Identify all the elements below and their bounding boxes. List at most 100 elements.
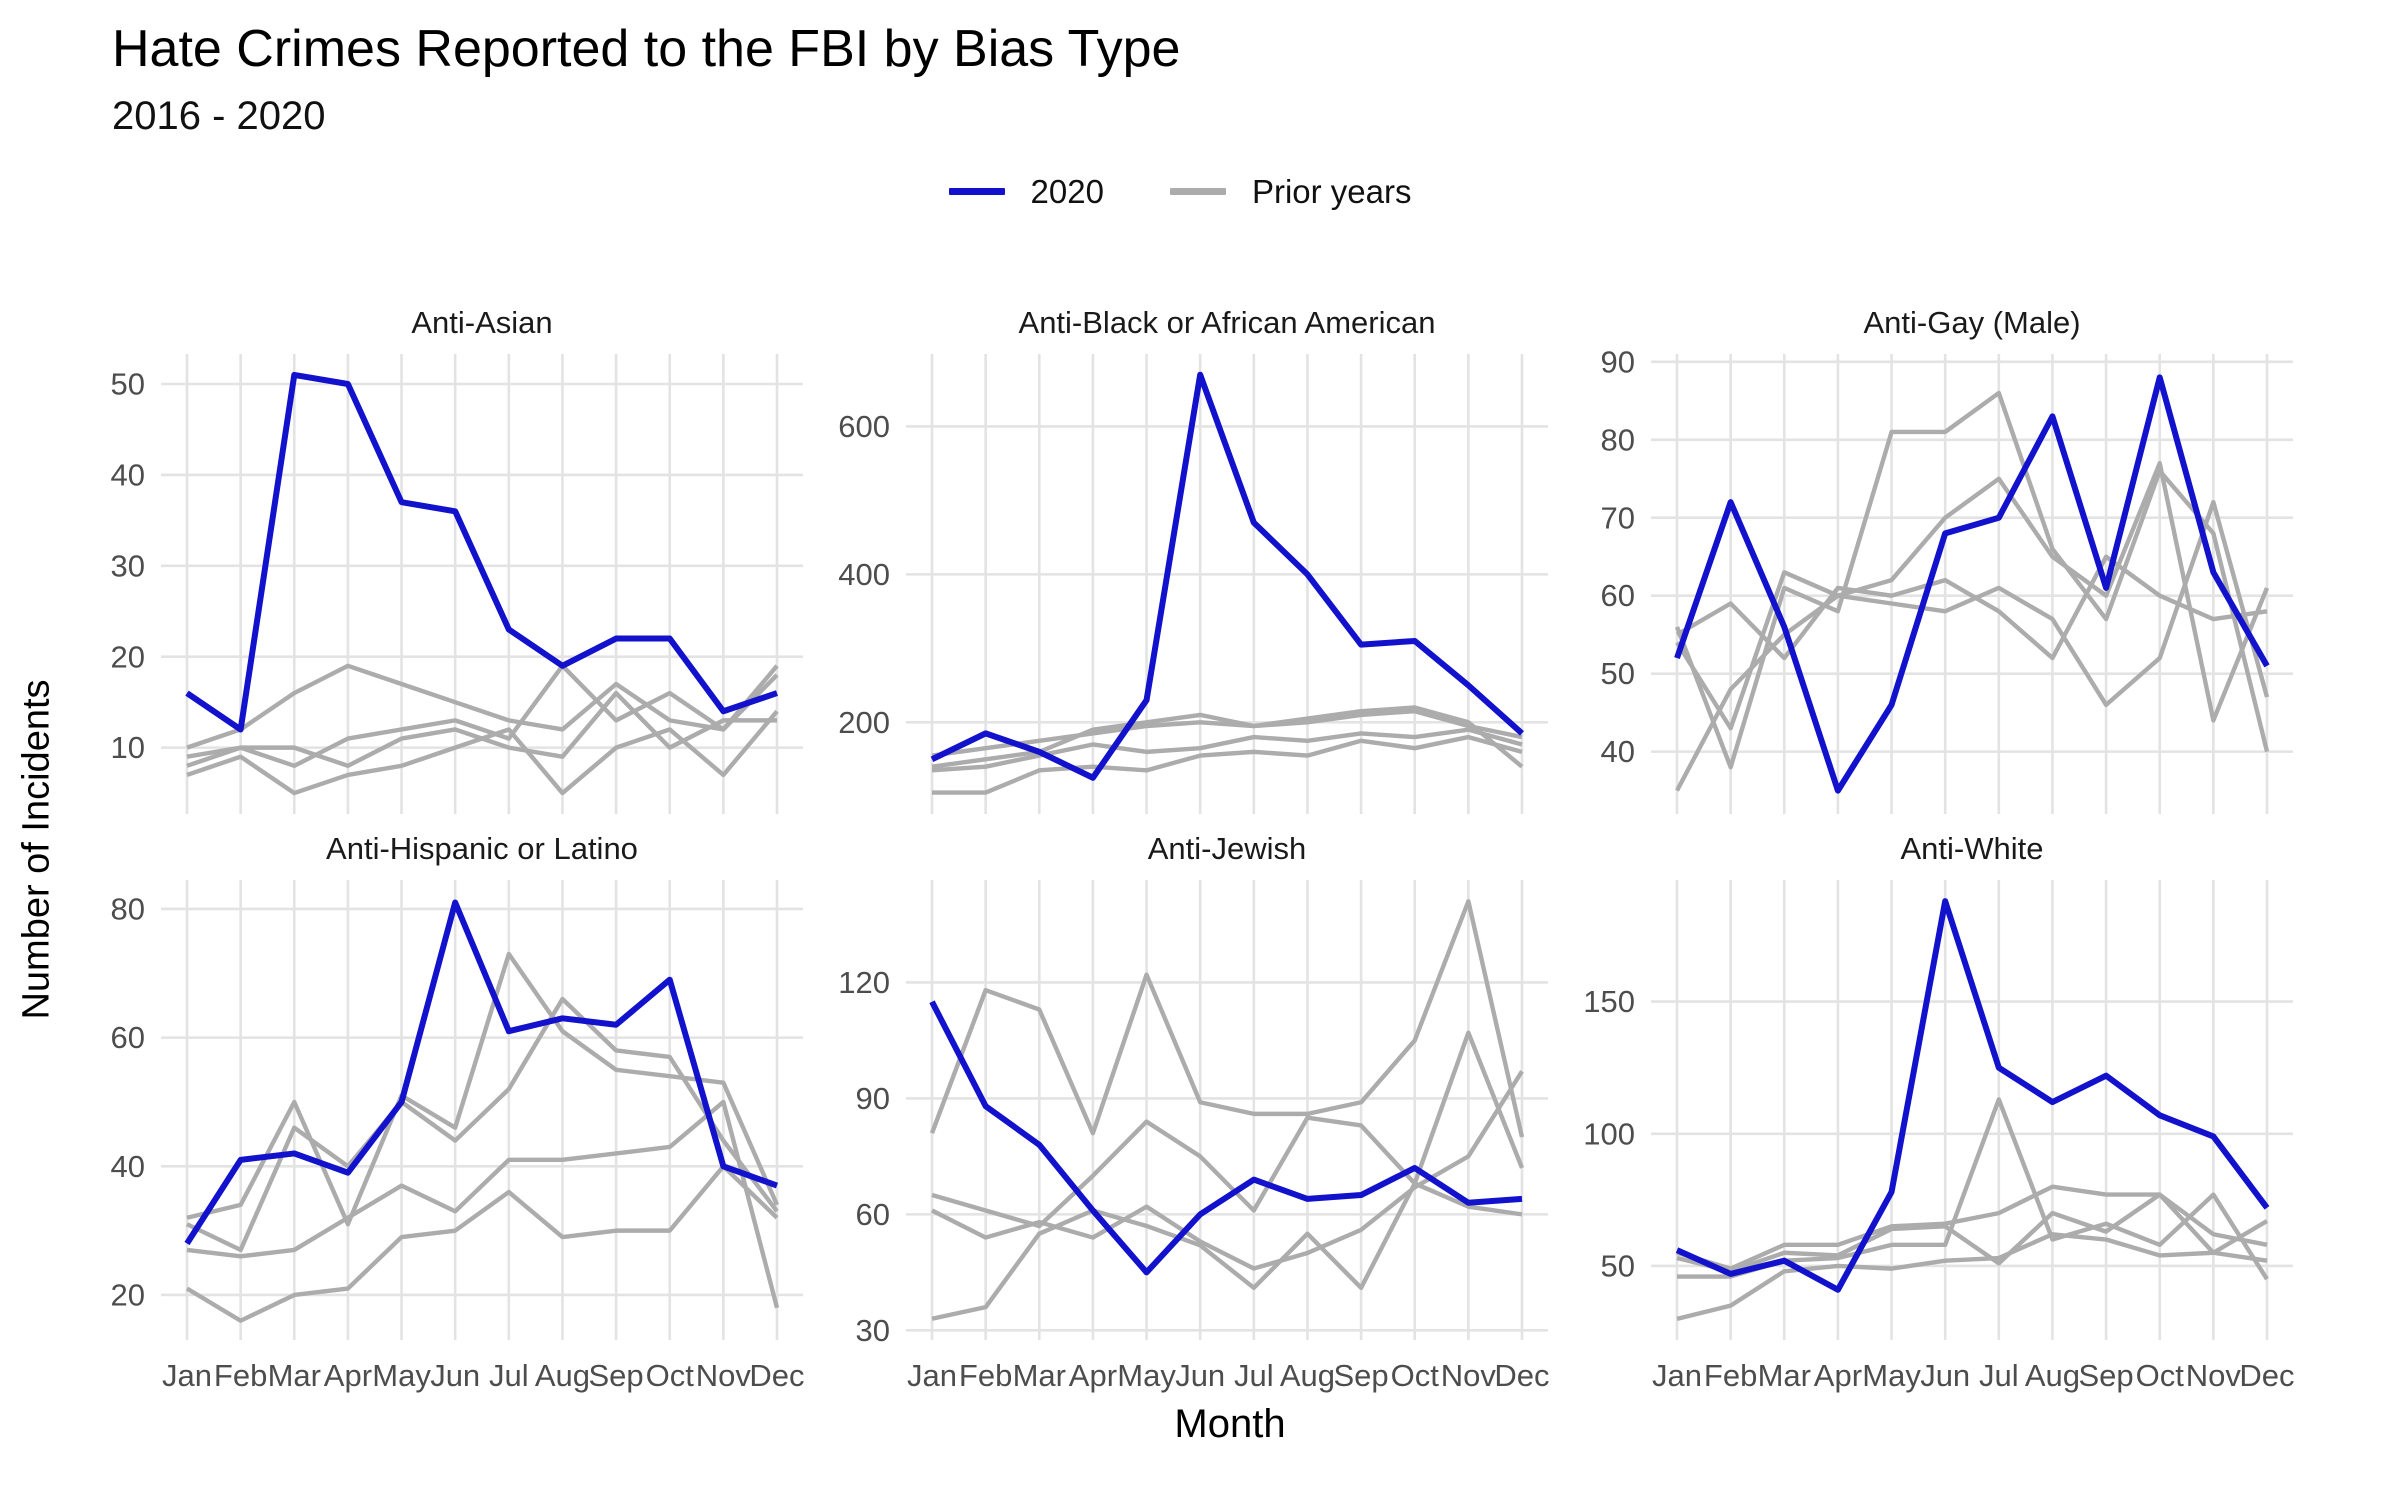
y-tick-label: 60 bbox=[111, 1020, 145, 1055]
y-tick-label: 90 bbox=[1601, 344, 1635, 379]
x-tick-label: Aug bbox=[1280, 1358, 1335, 1393]
series-prior-years-line bbox=[932, 734, 1523, 795]
y-tick-label: 40 bbox=[111, 1149, 145, 1184]
series-2020-line bbox=[1675, 897, 2270, 1293]
y-tick-label: 20 bbox=[111, 639, 145, 674]
x-tick-label: Feb bbox=[959, 1358, 1012, 1393]
y-tick-label: 40 bbox=[111, 457, 145, 492]
y-tick-label: 100 bbox=[1583, 1116, 1635, 1151]
x-tick-label: Jan bbox=[162, 1358, 212, 1393]
x-tick-label: Sep bbox=[1334, 1358, 1389, 1393]
x-tick-label: Jul bbox=[489, 1358, 529, 1393]
facet-anti-jewish: Anti-Jewish 30 60 90 120 Jan Feb Mar Apr May Jun Ju… bbox=[838, 831, 1549, 1393]
y-tick-label: 40 bbox=[1601, 734, 1635, 769]
x-tick-label: Jul bbox=[1234, 1358, 1274, 1393]
series-2020-line bbox=[930, 371, 1525, 781]
legend-label-prior-years: Prior years bbox=[1251, 172, 1412, 210]
series-2020-line bbox=[929, 1000, 1523, 1276]
series-2020-line bbox=[1674, 374, 2270, 794]
y-tick-label: 200 bbox=[838, 705, 890, 740]
x-tick-label: Feb bbox=[214, 1358, 267, 1393]
x-tick-label: Jun bbox=[1175, 1358, 1225, 1393]
panel-gridlines bbox=[161, 353, 803, 814]
facet-strip-title: Anti-Black or African American bbox=[1019, 305, 1436, 340]
facet-anti-white: Anti-White 50 100 150 Jan Feb Mar Apr May Jun Jul A… bbox=[1583, 831, 2294, 1393]
y-axis-title-text: Number of Incidents bbox=[15, 679, 58, 1020]
series-prior-years-line bbox=[186, 663, 779, 768]
legend-line-swatch-prior-years bbox=[1169, 188, 1226, 196]
x-tick-label: Sep bbox=[589, 1358, 644, 1393]
x-axis-title: Month bbox=[1174, 1401, 1286, 1446]
x-tick-label: Jun bbox=[430, 1358, 480, 1393]
series-2020-line bbox=[185, 371, 778, 733]
x-tick-label: Dec bbox=[2239, 1358, 2294, 1393]
y-tick-label: 30 bbox=[111, 548, 145, 583]
y-tick-label: 150 bbox=[1583, 984, 1635, 1019]
x-tick-label: Jun bbox=[1920, 1358, 1970, 1393]
series-prior-years-line bbox=[186, 951, 780, 1227]
series-prior-years-line bbox=[1674, 390, 2270, 770]
panel-gridlines bbox=[906, 879, 1548, 1340]
x-tick-label: May bbox=[372, 1358, 431, 1393]
x-tick-label: Jan bbox=[1652, 1358, 1702, 1393]
y-tick-label: 120 bbox=[838, 965, 890, 1000]
facet-grid: Anti-Asian 10 20 30 40 50 Anti-Black or Afric… bbox=[66, 299, 2301, 1400]
y-tick-label: 60 bbox=[856, 1197, 890, 1232]
y-tick-label: 90 bbox=[856, 1081, 890, 1116]
facet-strip-title: Anti-Jewish bbox=[1148, 831, 1307, 866]
panel-gridlines bbox=[161, 879, 803, 1340]
x-tick-label: Nov bbox=[1441, 1358, 1497, 1393]
series-prior-years-line bbox=[931, 708, 1523, 758]
x-tick-label: Aug bbox=[2025, 1358, 2080, 1393]
series-prior-years-line bbox=[931, 1069, 1524, 1271]
facet-anti-black-or-african-american: Anti-Black or African American 200 400 600 bbox=[838, 305, 1548, 814]
chart-title: Hate Crimes Reported to the FBI by Bias … bbox=[112, 20, 1181, 78]
legend-label-2020: 2020 bbox=[1030, 172, 1104, 210]
facet-anti-gay-male: Anti-Gay (Male) 40 50 60 70 80 90 bbox=[1601, 305, 2293, 814]
series-prior-years-line bbox=[931, 727, 1523, 773]
series-prior-years-line bbox=[186, 1099, 780, 1309]
x-tick-label: Jul bbox=[1979, 1358, 2019, 1393]
facet-strip-title: Anti-Gay (Male) bbox=[1863, 305, 2080, 340]
series-prior-years-line bbox=[931, 1181, 1523, 1321]
x-tick-label: Nov bbox=[2186, 1358, 2242, 1393]
x-tick-label: May bbox=[1862, 1358, 1921, 1393]
series-prior-years-line bbox=[1675, 499, 2270, 731]
x-tick-label: Apr bbox=[324, 1358, 372, 1393]
y-tick-label: 10 bbox=[111, 730, 145, 765]
facet-strip-title: Anti-Hispanic or Latino bbox=[326, 831, 638, 866]
x-tick-label: Apr bbox=[1814, 1358, 1862, 1393]
chart-header: Hate Crimes Reported to the FBI by Bias … bbox=[0, 0, 2400, 139]
series-prior-years-line bbox=[186, 996, 779, 1252]
series-prior-years-line bbox=[1676, 1231, 2268, 1321]
y-tick-label: 70 bbox=[1601, 500, 1635, 535]
x-tick-label: Jan bbox=[907, 1358, 957, 1393]
x-tick-label: Feb bbox=[1704, 1358, 1757, 1393]
x-tick-label: Apr bbox=[1069, 1358, 1117, 1393]
x-tick-label: Mar bbox=[1758, 1358, 1811, 1393]
y-tick-label: 50 bbox=[1601, 656, 1635, 691]
y-tick-label: 600 bbox=[838, 409, 890, 444]
series-prior-years-line bbox=[186, 709, 779, 796]
facet-anti-hispanic-or-latino: Anti-Hispanic or Latino 20 40 60 80 Jan Feb Mar… bbox=[111, 831, 805, 1393]
series-prior-years-line bbox=[185, 1163, 779, 1323]
facet-strip-title: Anti-Asian bbox=[411, 305, 552, 340]
x-tick-label: Dec bbox=[1494, 1358, 1549, 1393]
x-tick-label: Oct bbox=[2136, 1358, 2185, 1393]
facet-figure-body: Number of Incidents Anti-Asian 10 20 30 40 50… bbox=[0, 299, 2400, 1400]
legend: 2020 Prior years bbox=[0, 173, 2400, 211]
y-tick-label: 30 bbox=[856, 1313, 890, 1348]
y-tick-label: 50 bbox=[111, 366, 145, 401]
x-tick-label: Mar bbox=[1013, 1358, 1066, 1393]
y-axis-title: Number of Incidents bbox=[8, 299, 66, 1400]
legend-line-swatch-2020 bbox=[948, 188, 1005, 196]
x-tick-label: Oct bbox=[1391, 1358, 1440, 1393]
series-prior-years-line bbox=[186, 663, 779, 750]
chart-subtitle: 2016 - 2020 bbox=[112, 93, 326, 138]
x-tick-label: May bbox=[1117, 1358, 1176, 1393]
panel-gridlines bbox=[1651, 353, 2293, 814]
series-prior-years-line bbox=[1675, 554, 2268, 661]
x-tick-label: Sep bbox=[2079, 1358, 2134, 1393]
y-tick-label: 80 bbox=[111, 891, 145, 926]
